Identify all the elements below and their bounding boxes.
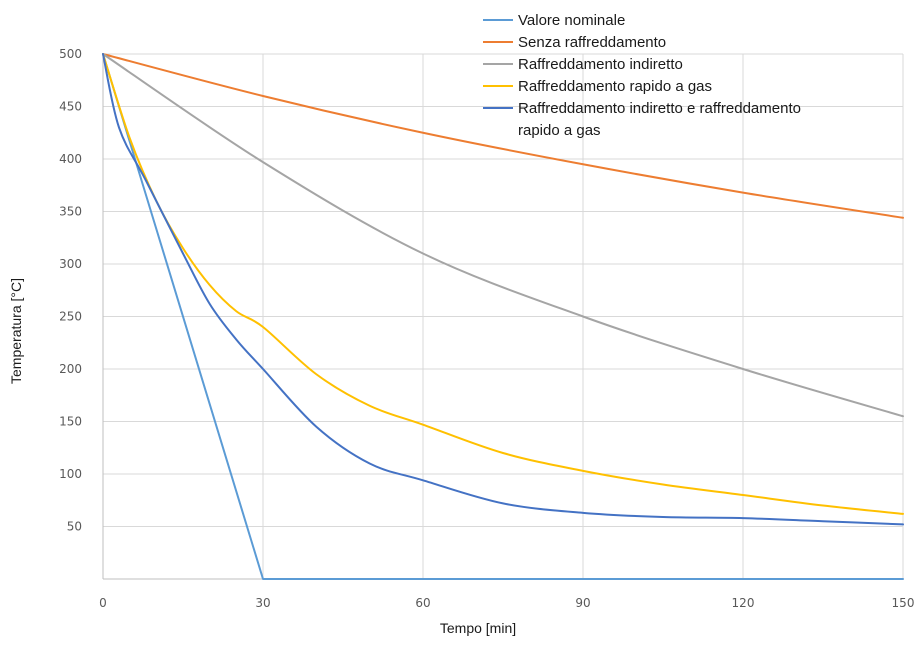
series-group: [102, 53, 904, 580]
legend-label-line: Raffreddamento indiretto: [518, 56, 683, 73]
x-axis-label: Tempo [min]: [440, 620, 516, 636]
x-tick-label: 60: [415, 596, 430, 610]
y-tick-label: 400: [59, 152, 82, 166]
legend-label: Valore nominale: [518, 12, 625, 29]
y-tick-label: 350: [59, 205, 82, 219]
legend-label: Senza raffreddamento: [518, 34, 666, 51]
x-tick-label: 120: [732, 596, 755, 610]
y-tick-label: 250: [59, 310, 82, 324]
legend-item: Senza raffreddamento: [483, 34, 666, 51]
y-axis-label: Temperatura [°C]: [8, 278, 24, 384]
legend-label-line: Raffreddamento indiretto e raffreddament…: [518, 100, 801, 117]
legend-label-line: Senza raffreddamento: [518, 34, 666, 51]
legend-item: Raffreddamento rapido a gas: [483, 78, 712, 95]
legend-label: Raffreddamento indiretto e raffreddament…: [518, 100, 801, 139]
series-line-5: [102, 53, 904, 526]
legend-item: Raffreddamento indiretto: [483, 56, 683, 73]
x-tick-labels: 0 30 60 90 120 150: [99, 596, 914, 610]
legend: Valore nominale Senza raffreddamento Raffr…: [483, 12, 801, 139]
legend-label: Raffreddamento indiretto: [518, 56, 683, 73]
legend-label-line: rapido a gas: [518, 122, 601, 139]
x-tick-label: 0: [99, 596, 107, 610]
y-tick-label: 100: [59, 467, 82, 481]
y-tick-label: 500: [59, 47, 82, 61]
legend-label: Raffreddamento rapido a gas: [518, 78, 712, 95]
series-line-1: [102, 53, 904, 580]
series-line-3: [102, 53, 904, 418]
legend-label-line: Valore nominale: [518, 12, 625, 29]
y-tick-labels: 50 100 150 200 250 300 350 400 450 500: [59, 47, 82, 534]
y-tick-label: 50: [67, 520, 82, 534]
legend-item: Raffreddamento indiretto e raffreddament…: [483, 100, 801, 139]
y-tick-label: 300: [59, 257, 82, 271]
series-line-2: [102, 53, 904, 219]
legend-item: Valore nominale: [483, 12, 625, 29]
x-tick-label: 90: [575, 596, 590, 610]
x-tick-label: 30: [255, 596, 270, 610]
y-tick-label: 150: [59, 415, 82, 429]
x-tick-label: 150: [892, 596, 915, 610]
y-tick-label: 200: [59, 362, 82, 376]
legend-label-line: Raffreddamento rapido a gas: [518, 78, 712, 95]
y-tick-label: 450: [59, 100, 82, 114]
